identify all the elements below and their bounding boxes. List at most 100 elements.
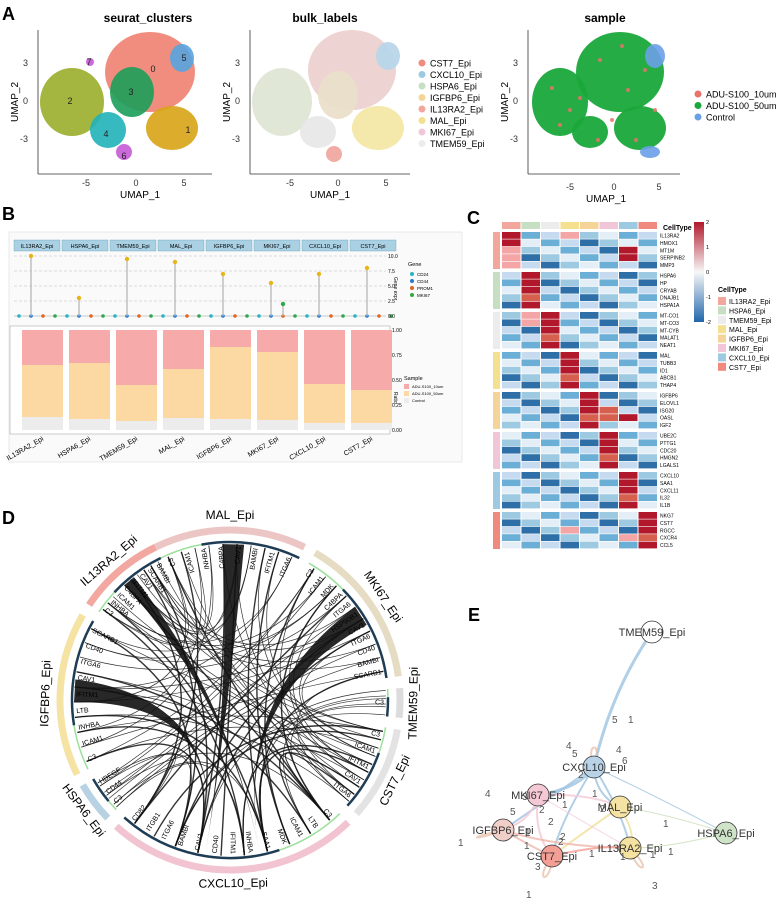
heatmap-cell [560, 472, 579, 479]
chord-link [292, 595, 369, 773]
heatmap-cell [638, 326, 657, 334]
heatmap-cell [560, 494, 579, 501]
gene-label: CDC20 [660, 448, 677, 454]
heatmap-cell [580, 301, 599, 309]
gene-dot [65, 314, 69, 318]
y-tick: 0 [513, 96, 518, 106]
heatmap-cell [599, 446, 618, 454]
bar-segment-control [351, 423, 392, 430]
chord-link [76, 671, 331, 821]
gene-dot [233, 314, 237, 318]
heatmap-cell [502, 406, 521, 414]
sector-arc [153, 526, 307, 551]
cluster-label: 0 [150, 64, 155, 74]
sample-legend-label: Control [412, 398, 425, 403]
sector-arc [79, 783, 111, 821]
chord-link [102, 556, 189, 645]
y-tick: 10.0 [388, 254, 398, 260]
heatmap-cell [541, 366, 560, 374]
chord-link [84, 545, 252, 659]
heatmap-cell [638, 421, 657, 429]
column-annotation [638, 222, 657, 229]
facet-header-label: HSPA6_Epi [71, 244, 100, 250]
facet-header [349, 239, 397, 252]
gene-label: CXCL11 [660, 488, 679, 494]
umap-bulk-labels: bulk_labels 3 0 -3 -5 0 5 UMAP_1 UMAP_2 … [222, 11, 485, 201]
heatmap-cell [560, 406, 579, 414]
gene-label: HSPA6 [660, 274, 676, 280]
heatmap-cell [599, 461, 618, 469]
column-annotation [502, 222, 521, 229]
edge-weight-label: 1 [458, 838, 464, 849]
heatmap-cell [541, 374, 560, 381]
gene-label: C3 [370, 730, 380, 739]
cluster-label: 4 [103, 129, 108, 139]
gene-dot [53, 314, 57, 318]
chord-link [247, 547, 269, 852]
heatmap-cell [560, 334, 579, 341]
bar-segment-adu-10 [116, 330, 157, 385]
heatmap-cell [638, 541, 657, 549]
facet-header-label: IL13RA2_Epi [21, 244, 53, 250]
heatmap-cell [560, 246, 579, 254]
heatmap-cell [599, 359, 618, 367]
gene-legend-title: Gene [408, 262, 421, 268]
heatmap-cell [580, 472, 599, 479]
gene-label: CD40 [85, 643, 104, 656]
chord-wedge [205, 544, 245, 855]
heatmap-cell [599, 432, 618, 439]
bar-segment-adu-10 [304, 330, 345, 384]
scale-tick: -2 [706, 320, 711, 326]
heatmap-cell [502, 374, 521, 381]
heatmap-cell [521, 352, 540, 359]
heatmap-cell [619, 312, 638, 319]
gene-label: SAA1 [260, 831, 271, 850]
heatmap-cell [560, 359, 579, 367]
sector-label: TMEM59_Epi [406, 667, 421, 740]
heatmap-cell [502, 261, 521, 269]
heatmap-cell [599, 261, 618, 269]
cluster-label: 5 [181, 53, 186, 63]
sector-arc [395, 687, 404, 719]
heatmap-cell [638, 512, 657, 519]
cluster-label: 7 [86, 57, 91, 67]
heatmap-cell [599, 406, 618, 414]
color-scale [694, 222, 704, 322]
edge-weight-label: 5 [510, 807, 516, 818]
heatmap-cell [599, 501, 618, 509]
gene-label: IGFBP6 [660, 394, 678, 400]
heatmap-cell [521, 519, 540, 527]
heatmap-cell [560, 232, 579, 239]
gene-label: IFITM1 [76, 691, 99, 699]
heatmap-cell [580, 512, 599, 519]
heatmap-cell [638, 334, 657, 341]
heatmap-cell [560, 479, 579, 487]
facet-header-label: CXCL10_Epi [309, 244, 341, 250]
heatmap-cell [502, 232, 521, 239]
sector-label: MAL_Epi [206, 508, 255, 522]
chord-link [282, 703, 386, 834]
legend-label: CXCL10_Epi [430, 70, 482, 80]
gene-label: C3 [305, 568, 316, 579]
edge-weight-label: 6 [622, 756, 628, 767]
lollipop-head [172, 259, 178, 265]
heatmap-cell [638, 261, 657, 269]
heatmap-cell [541, 501, 560, 509]
heatmap-cell [599, 312, 618, 319]
heatmap-cell [599, 334, 618, 341]
celltype-legend-swatch [718, 344, 726, 352]
x-tick: 5 [181, 178, 186, 188]
heatmap-cell [521, 246, 540, 254]
sector-inner-ring-dark [70, 620, 95, 726]
bar-segment-control [163, 418, 204, 430]
heatmap-cell [541, 439, 560, 447]
heatmap-cell [580, 246, 599, 254]
gene-label: THAP4 [660, 383, 676, 389]
heatmap-cell [638, 286, 657, 294]
legend-label: IL13RA2_Epi [430, 105, 483, 115]
gene-label: C3 [322, 808, 333, 819]
celltype-legend-swatch [718, 353, 726, 362]
heatmap-cell [599, 272, 618, 279]
heatmap-cell [599, 494, 618, 501]
